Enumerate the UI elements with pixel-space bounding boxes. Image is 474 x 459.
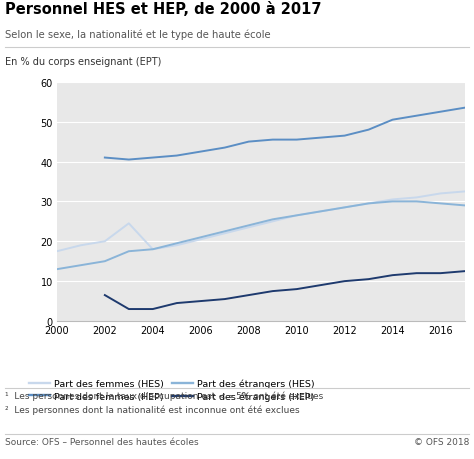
Text: © OFS 2018: © OFS 2018: [414, 437, 469, 446]
Text: Selon le sexe, la nationalité et le type de haute école: Selon le sexe, la nationalité et le type…: [5, 30, 270, 40]
Text: Source: OFS – Personnel des hautes écoles: Source: OFS – Personnel des hautes école…: [5, 437, 198, 446]
Text: ¹  Les personnes dont le taux d’occupation est <= 5% ont été exclues: ¹ Les personnes dont le taux d’occupatio…: [5, 391, 323, 401]
Legend: Part des femmes (HES), Part des femmes (HEP), Part des étrangers (HES), Part des: Part des femmes (HES), Part des femmes (…: [29, 379, 315, 401]
Text: ²  Les personnes dont la nationalité est inconnue ont été exclues: ² Les personnes dont la nationalité est …: [5, 405, 300, 414]
Text: Personnel HES et HEP, de 2000 à 2017: Personnel HES et HEP, de 2000 à 2017: [5, 2, 321, 17]
Text: En % du corps enseignant (EPT): En % du corps enseignant (EPT): [5, 56, 161, 67]
